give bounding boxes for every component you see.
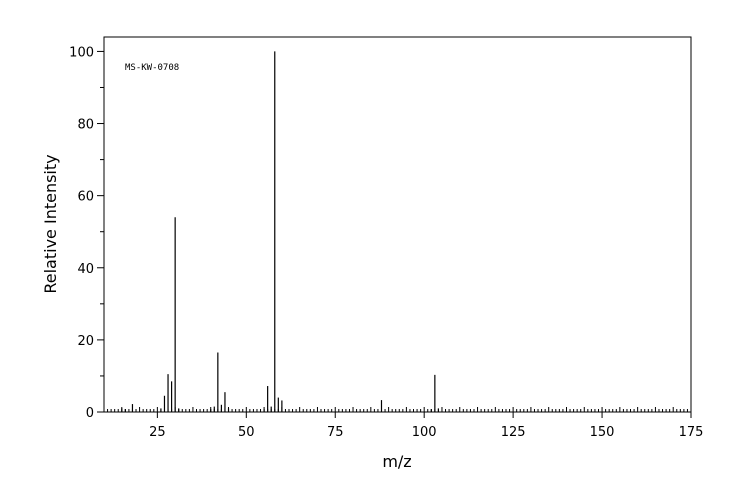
y-tick-label: 40 xyxy=(77,262,94,277)
spectrum-peaks xyxy=(121,51,440,412)
y-axis-title: Relative Intensity xyxy=(41,154,60,293)
spectrum-id-annotation: MS-KW-0708 xyxy=(125,63,179,73)
y-tick-label: 100 xyxy=(69,45,94,60)
x-minor-ticks xyxy=(103,407,692,412)
y-tick-label: 0 xyxy=(86,406,94,421)
x-tick-label: 125 xyxy=(501,425,526,440)
x-tick-label: 75 xyxy=(327,425,344,440)
y-tick-label: 20 xyxy=(77,334,94,349)
x-axis-ticks: 25 50 75 100 125 150 175 xyxy=(149,412,703,440)
y-axis-ticks: 0 20 40 60 80 100 xyxy=(69,45,104,421)
x-tick-label: 175 xyxy=(679,425,704,440)
y-tick-label: 80 xyxy=(77,118,94,133)
x-tick-label: 25 xyxy=(149,425,166,440)
y-minor-ticks xyxy=(100,86,104,377)
x-tick-label: 100 xyxy=(412,425,437,440)
y-tick-label: 60 xyxy=(77,190,94,205)
plot-frame xyxy=(103,36,692,413)
x-axis-title: m/z xyxy=(382,452,411,471)
x-tick-label: 150 xyxy=(590,425,615,440)
x-tick-label: 50 xyxy=(238,425,255,440)
